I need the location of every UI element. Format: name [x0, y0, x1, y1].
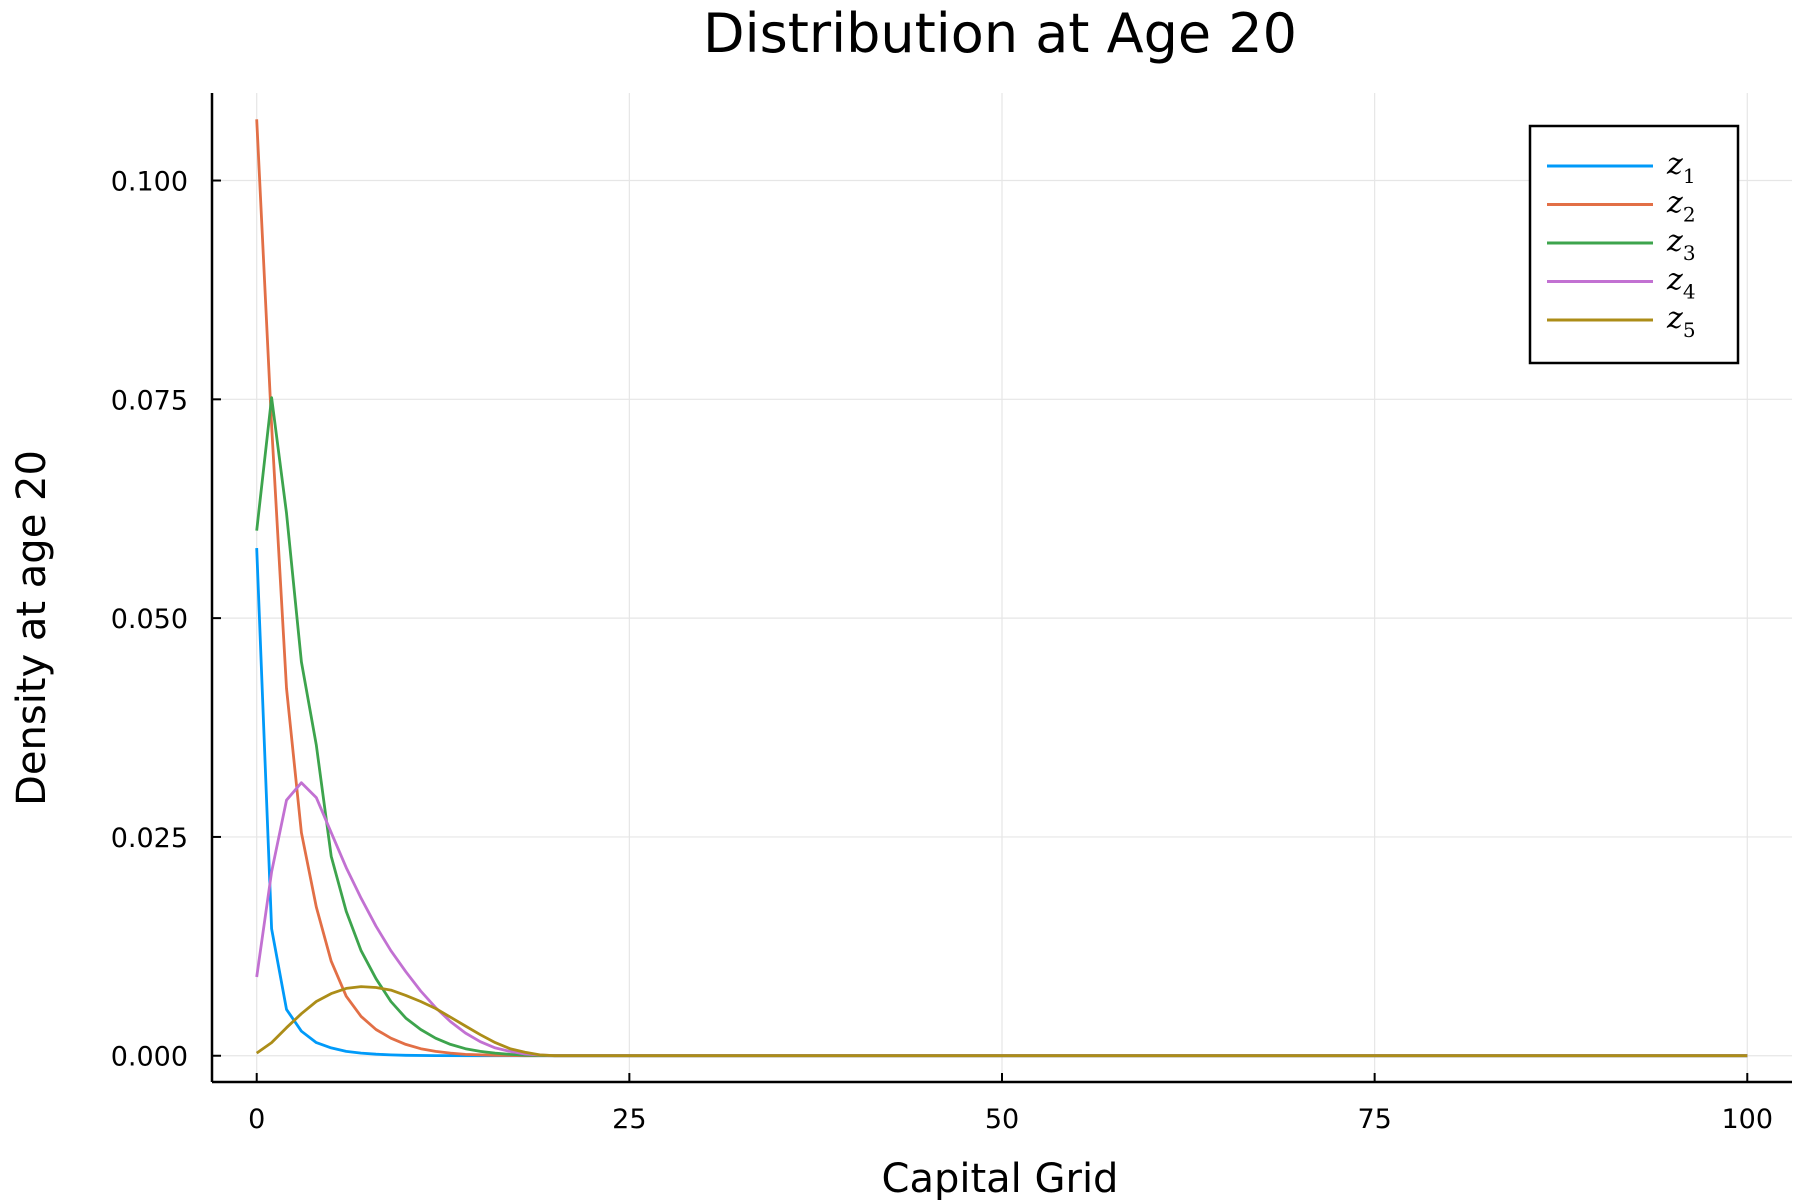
series-line-z5 — [255, 985, 1748, 1058]
x-tick-label: 50 — [985, 1104, 1019, 1135]
y-tick-label: 0.025 — [111, 823, 188, 854]
series-line-z2 — [255, 119, 1748, 1058]
axes — [210, 93, 1792, 1084]
x-axis-label: Capital Grid — [882, 1156, 1119, 1200]
tick-labels: 0 25 50 75 100 0.000 0.025 0.050 0.075 0.100 — [111, 167, 1773, 1135]
x-tick-label: 75 — [1357, 1104, 1391, 1135]
series-line-z4 — [255, 781, 1748, 1058]
y-tick-label: 0.100 — [111, 167, 188, 198]
y-tick-label: 0.050 — [111, 604, 188, 635]
y-tick-label: 0.075 — [111, 385, 188, 416]
y-axis-label: Density at age 20 — [9, 450, 55, 806]
x-tick-label: 100 — [1722, 1104, 1774, 1135]
series-lines — [255, 119, 1748, 1058]
series-line-z3 — [255, 396, 1748, 1058]
y-tick-label: 0.000 — [111, 1042, 188, 1073]
x-tick-label: 25 — [612, 1104, 646, 1135]
x-tick-label: 0 — [248, 1104, 265, 1135]
chart-title: Distribution at Age 20 — [703, 2, 1297, 65]
